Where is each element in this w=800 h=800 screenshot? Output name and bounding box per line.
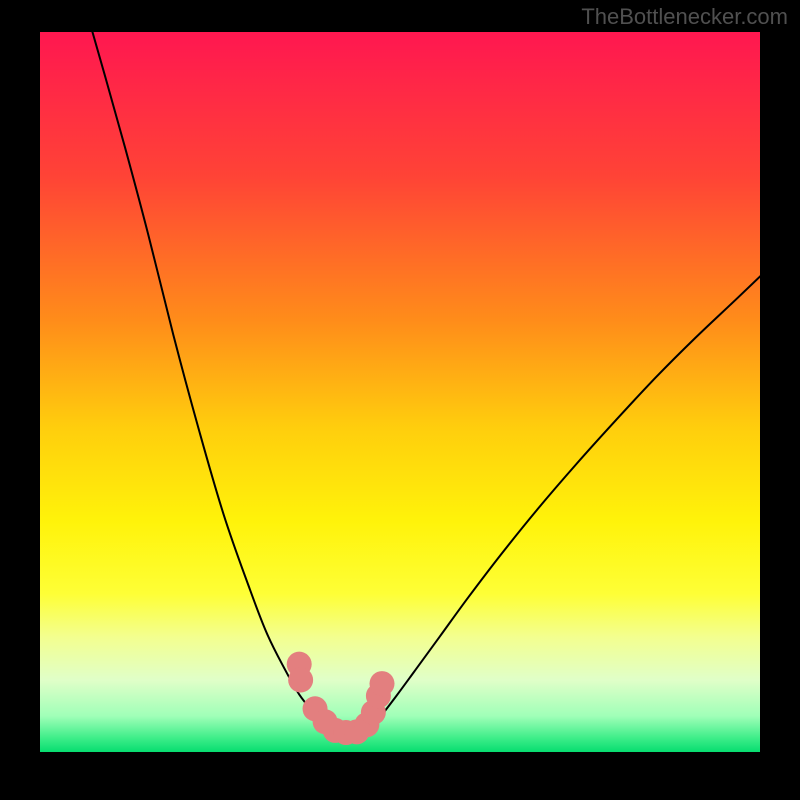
watermark-text: TheBottlenecker.com: [581, 4, 788, 30]
chart-container: TheBottlenecker.com: [0, 0, 800, 800]
marker-dot: [370, 671, 395, 696]
plot-area: [40, 32, 760, 752]
plot-svg: [40, 32, 760, 752]
marker-dot: [288, 668, 313, 693]
gradient-background: [40, 32, 760, 752]
